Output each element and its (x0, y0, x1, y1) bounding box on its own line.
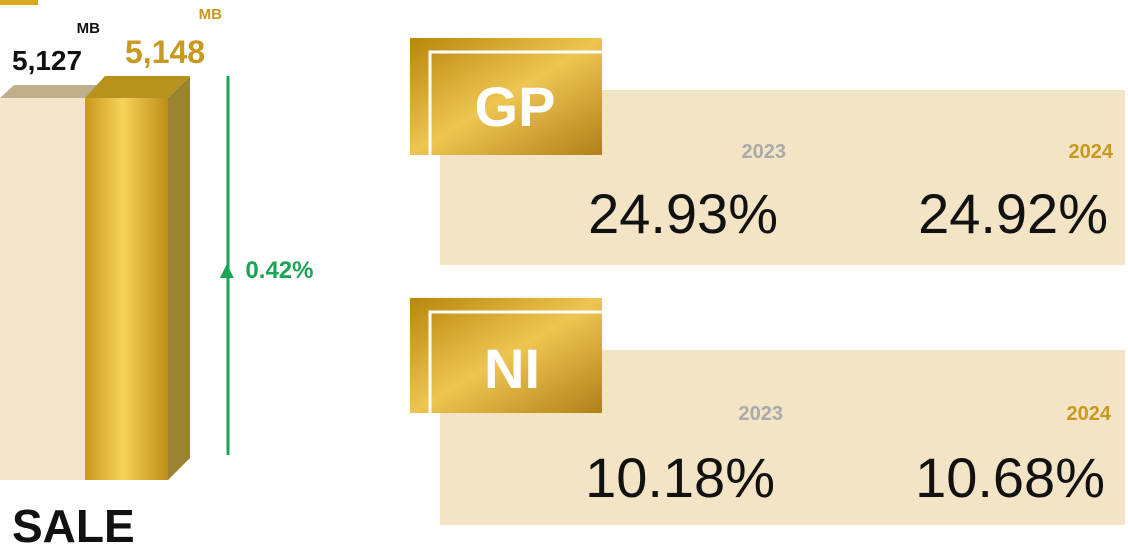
metric-value: 24.92% (918, 182, 1108, 245)
label-box (410, 38, 602, 155)
year: 2023 (739, 403, 784, 425)
label-box (410, 298, 602, 413)
frame (428, 50, 602, 155)
year: 2023 (742, 141, 787, 163)
year: 2024 (1069, 141, 1114, 163)
bar-top (0, 85, 99, 98)
unit: MB (199, 6, 222, 23)
bar-side (168, 76, 190, 480)
metric-value: 10.18% (585, 446, 775, 509)
sale-value: 5,127 (12, 45, 82, 76)
unit: MB (77, 20, 100, 37)
accent (0, 0, 38, 5)
bar-top (85, 76, 190, 98)
metric-label: GP (475, 75, 556, 138)
sale-label: SALE (12, 500, 135, 548)
metric-label: NI (484, 337, 540, 400)
change: ▲ 0.42% (215, 257, 313, 284)
bar-2023 (0, 98, 85, 480)
frame (428, 310, 602, 413)
metric-value: 24.93% (588, 182, 778, 245)
year: 2024 (1067, 403, 1112, 425)
sale-value: 5,148 (125, 34, 205, 70)
bar-2024 (85, 98, 168, 480)
metric-value: 10.68% (915, 446, 1105, 509)
